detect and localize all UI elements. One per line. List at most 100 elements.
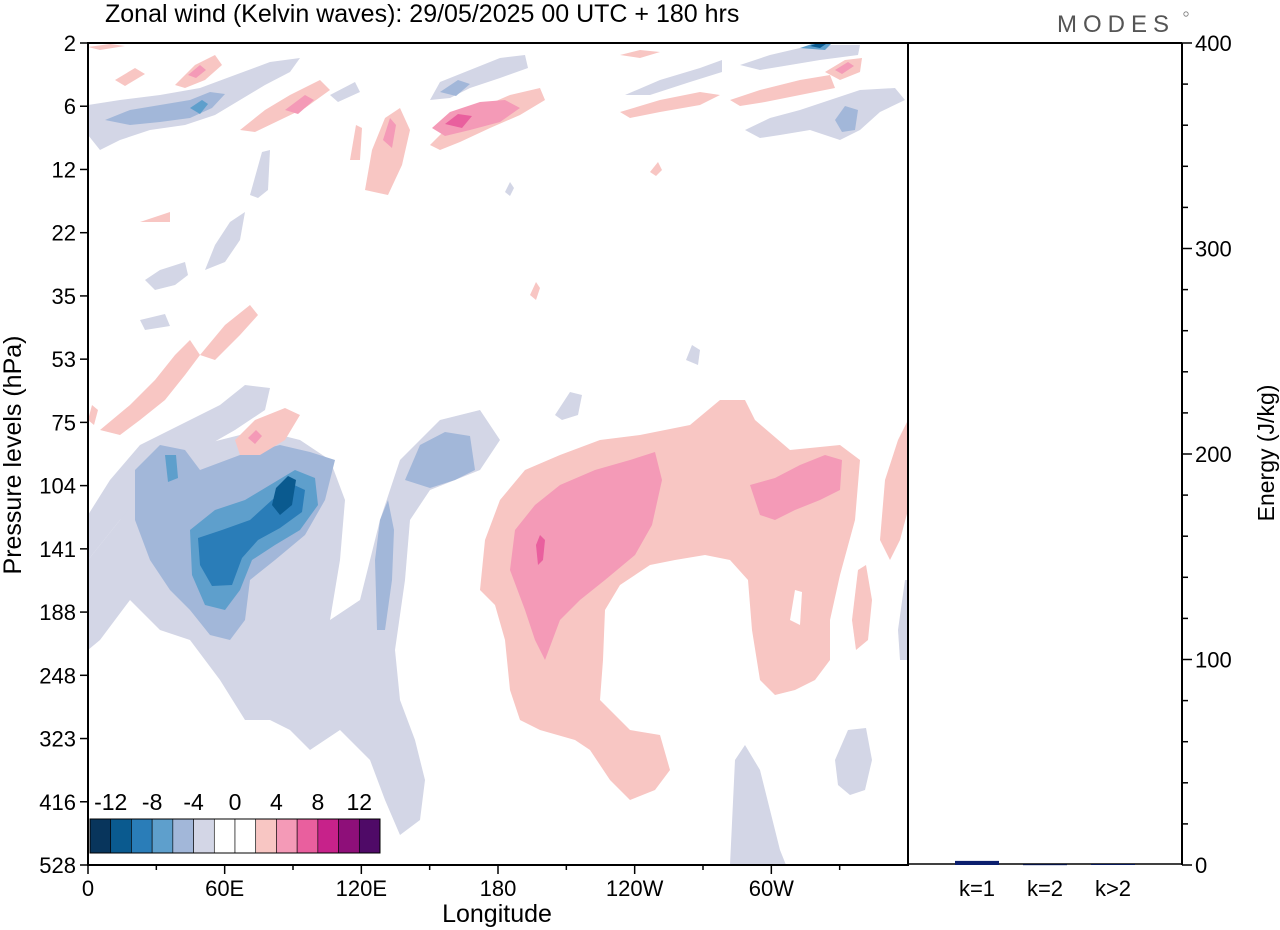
upper-neg-band-5 bbox=[625, 60, 722, 95]
energy-tick-label: 300 bbox=[1195, 237, 1232, 262]
x-tick-label: 0 bbox=[82, 876, 94, 901]
colorbar-frame bbox=[89, 818, 381, 854]
neg-region-mid-8b bbox=[375, 500, 394, 630]
upper-neg-band-2 bbox=[430, 55, 528, 100]
upper-neg-band-6 bbox=[330, 82, 360, 102]
contour-field bbox=[88, 43, 908, 865]
colorbar-cell bbox=[338, 818, 360, 854]
colorbar-cell bbox=[151, 818, 174, 854]
y-tick-label: 75 bbox=[52, 410, 76, 435]
colorbar-cell bbox=[296, 818, 319, 854]
energy-tick-marks bbox=[1182, 42, 1192, 866]
x-tick-label: 180 bbox=[480, 876, 517, 901]
modes-logo: MODES bbox=[1057, 11, 1175, 38]
colorbar-label: -12 bbox=[94, 789, 127, 815]
energy-category-label: k=1 bbox=[959, 876, 995, 901]
upper-neg-band-4 bbox=[740, 45, 860, 70]
colorbar-label: 8 bbox=[311, 789, 324, 815]
x-tick-label: 120E bbox=[336, 876, 387, 901]
colorbar-label: -4 bbox=[183, 789, 204, 815]
energy-category-label: k=2 bbox=[1027, 876, 1063, 901]
upper-pos-band-9 bbox=[350, 125, 362, 160]
y-tick-label: 188 bbox=[39, 600, 76, 625]
upper-neg-band-4-20 bbox=[810, 43, 826, 48]
colorbar-cells bbox=[89, 818, 381, 854]
colorbar-label: 0 bbox=[229, 789, 242, 815]
pos-region-central-12 bbox=[536, 535, 545, 565]
y-tick-label: 323 bbox=[39, 727, 76, 752]
energy-panel: 0 100 200 300 400 k=1 k=2 k>2 Energy (J/kg) bbox=[908, 31, 1279, 901]
colorbar-labels: -12 -8 -4 0 4 8 12 bbox=[94, 789, 372, 815]
upper-neg-band-2-8 bbox=[440, 80, 470, 96]
neg-region-east-4c bbox=[898, 580, 908, 660]
pos-dot-2 bbox=[650, 162, 662, 176]
y-tick-label: 2 bbox=[64, 31, 76, 56]
colorbar-label: 12 bbox=[346, 789, 372, 815]
y-tick-label: 528 bbox=[39, 853, 76, 878]
colorbar-label: 4 bbox=[270, 789, 283, 815]
upper-pos-band-3 bbox=[240, 80, 330, 132]
pos-region-east-8 bbox=[750, 455, 842, 520]
colorbar-label: -8 bbox=[142, 789, 162, 815]
energy-bar bbox=[1023, 864, 1067, 866]
pos-streak-5 bbox=[530, 282, 540, 300]
upper-pos-band-6 bbox=[730, 75, 835, 106]
upper-pos-band-2 bbox=[365, 108, 410, 195]
y-tick-label: 12 bbox=[52, 157, 76, 182]
energy-category-labels: k=1 k=2 k>2 bbox=[959, 876, 1131, 901]
y-tick-label: 104 bbox=[39, 474, 76, 499]
upper-pos-band-7-8 bbox=[835, 62, 854, 74]
pos-region-central-8 bbox=[510, 452, 662, 660]
upper-pos-band-5 bbox=[115, 68, 145, 86]
upper-pos-band-2-8 bbox=[383, 118, 396, 148]
pos-streak-4 bbox=[88, 405, 98, 425]
pos-region-east-4c bbox=[880, 420, 908, 560]
pos-region-east-4b bbox=[852, 565, 872, 650]
upper-pos-band-4-8 bbox=[188, 65, 206, 78]
colorbar-cell bbox=[317, 818, 339, 854]
colorbar-cell bbox=[234, 818, 257, 854]
pos-streak-3 bbox=[235, 408, 300, 455]
upper-neg-band-3-8 bbox=[835, 106, 858, 132]
upper-pos-band-1-8 bbox=[432, 100, 520, 136]
energy-bar bbox=[1091, 864, 1135, 865]
neg-streak-5 bbox=[505, 182, 514, 196]
colorbar-cell bbox=[110, 818, 132, 854]
colorbar-cell bbox=[131, 818, 153, 854]
colorbar: -12 -8 -4 0 4 8 12 bbox=[89, 789, 381, 854]
y-tick-label: 22 bbox=[52, 221, 76, 246]
pos-dot-1 bbox=[140, 212, 170, 222]
upper-pos-band-3-8 bbox=[285, 95, 314, 114]
energy-bar bbox=[955, 860, 999, 865]
pos-hole-white-1 bbox=[790, 590, 802, 625]
upper-pos-band-11 bbox=[620, 50, 660, 58]
y-tick-label: 35 bbox=[52, 284, 76, 309]
energy-tick-label: 0 bbox=[1195, 853, 1207, 878]
logo-registered-mark bbox=[1183, 11, 1189, 17]
neg-region-dot2 bbox=[686, 345, 700, 365]
neg-region-west-20 bbox=[272, 476, 296, 515]
neg-region-east-4 bbox=[730, 745, 786, 865]
y-tick-marks bbox=[80, 42, 88, 866]
colorbar-cell bbox=[213, 818, 236, 854]
pos-streak-3-inner bbox=[248, 430, 262, 444]
pos-streak-1 bbox=[100, 340, 200, 435]
neg-region-dot bbox=[555, 392, 582, 420]
x-tick-label: 120W bbox=[606, 876, 664, 901]
x-tick-label: 60W bbox=[749, 876, 794, 901]
neg-region-east-4b bbox=[835, 728, 872, 795]
main-plot-axes: 2 6 12 22 35 53 75 104 141 188 248 323 416 528 0 60E 12… bbox=[0, 31, 909, 928]
colorbar-cell bbox=[255, 818, 277, 854]
y-tick-label: 248 bbox=[39, 663, 76, 688]
energy-category-label: k>2 bbox=[1095, 876, 1131, 901]
upper-neg-band-1-8 bbox=[105, 92, 225, 125]
neg-streak-1 bbox=[145, 262, 188, 290]
upper-pos-band-1-12 bbox=[445, 114, 472, 128]
upper-pos-band-10 bbox=[88, 44, 125, 50]
x-axis-label: Longitude bbox=[442, 900, 552, 928]
y-axis-label: Pressure levels (hPa) bbox=[0, 336, 27, 575]
x-tick-marks bbox=[87, 865, 841, 874]
neg-region-mid-8 bbox=[405, 432, 475, 488]
energy-tick-label: 200 bbox=[1195, 442, 1232, 467]
energy-tick-labels: 0 100 200 300 400 bbox=[1195, 31, 1232, 878]
